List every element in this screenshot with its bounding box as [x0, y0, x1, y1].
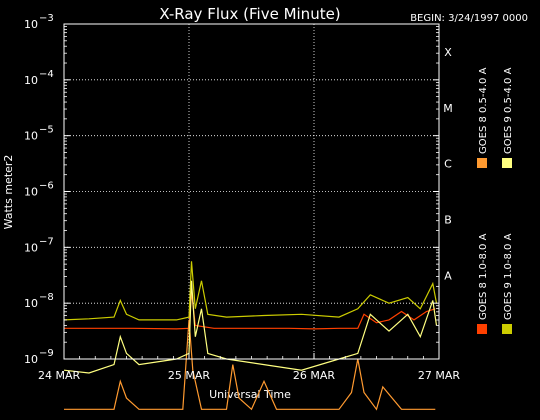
y-tick-exponent: −7	[39, 236, 54, 247]
begin-label: BEGIN: 3/24/1997 0000	[410, 13, 528, 24]
legend-label: GOES 9 0.5-4.0 A	[503, 67, 514, 154]
x-axis-label: Universal Time	[209, 388, 291, 401]
series-line	[63, 280, 438, 374]
y-tick-exponent: −8	[39, 292, 54, 303]
x-tick-label: 27 MAR	[418, 369, 461, 382]
y-tick-label: 10	[24, 297, 38, 310]
y-tick-exponent: −5	[39, 125, 54, 136]
flare-class-label: M	[443, 102, 453, 115]
series-lines	[63, 261, 438, 411]
y-tick-label: 10	[24, 186, 38, 199]
legend: GOES 8 1.0-8.0 A GOES 8 0.5-4.0 A GOES 9 1…	[477, 67, 514, 334]
grid	[64, 24, 439, 359]
y-tick-exponent: −9	[39, 348, 54, 359]
y-tick-label: 10	[24, 130, 38, 143]
legend-swatch	[477, 158, 487, 168]
legend-swatch	[502, 324, 512, 334]
x-tick-label: 25 MAR	[168, 369, 211, 382]
flare-class-label: X	[444, 46, 452, 59]
y-tick-label: 10	[24, 353, 38, 366]
legend-swatch	[502, 158, 512, 168]
chart-title: X-Ray Flux (Five Minute)	[159, 5, 340, 23]
y-tick-exponent: −6	[39, 181, 54, 192]
y-tick-exponent: −3	[39, 13, 54, 24]
flare-class-label: C	[444, 158, 452, 171]
y-tick-label: 10	[24, 18, 38, 31]
x-tick-label: 24 MAR	[38, 369, 81, 382]
series-line	[64, 291, 436, 330]
flare-class-labels: A B C M X	[443, 46, 453, 282]
legend-label: GOES 8 0.5-4.0 A	[478, 67, 489, 154]
legend-label: GOES 8 1.0-8.0 A	[478, 233, 489, 320]
y-tick-label: 10	[24, 74, 38, 87]
flare-class-label: A	[444, 269, 452, 282]
series-line	[64, 319, 436, 411]
y-tick-label: 10	[24, 241, 38, 254]
series-line	[63, 261, 438, 321]
axis-ticks: 10−910−810−710−610−510−410 −324 MAR 25 MAR…	[24, 13, 460, 382]
x-tick-label: 26 MAR	[293, 369, 336, 382]
y-axis-label: Watts meter2	[2, 155, 15, 230]
y-tick-exponent: −4	[39, 69, 54, 80]
flare-class-label: B	[444, 213, 452, 226]
legend-label: GOES 9 1.0-8.0 A	[503, 233, 514, 320]
legend-swatch	[477, 324, 487, 334]
